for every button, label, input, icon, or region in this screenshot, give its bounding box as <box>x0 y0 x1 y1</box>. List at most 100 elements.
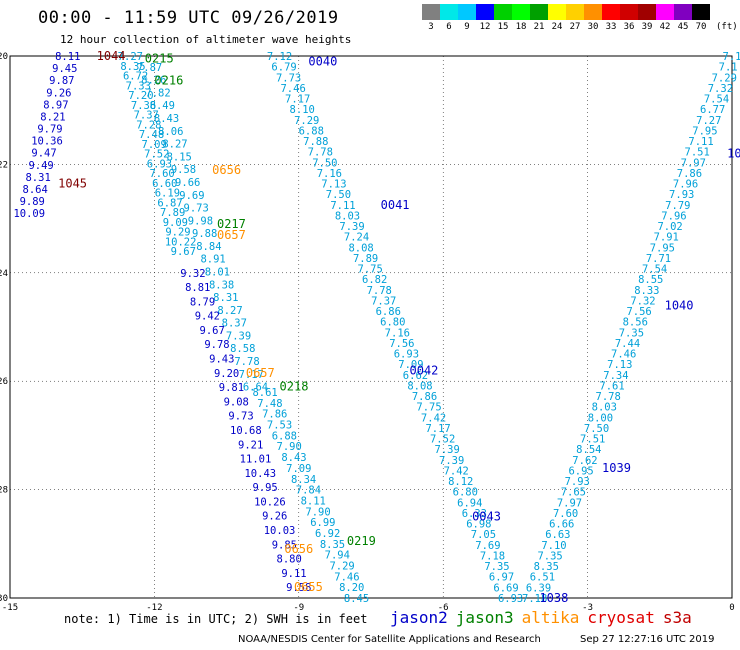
wave-height-value: 6.33 <box>462 508 487 520</box>
color-scale-label: 33 <box>605 22 617 32</box>
wave-height-value: 8.08 <box>407 380 432 392</box>
wave-height-value: 7.10 <box>541 540 566 552</box>
wave-height-value: 7.50 <box>326 189 351 201</box>
wave-height-value: 8.21 <box>40 111 65 123</box>
wave-height-value: 8.43 <box>281 452 306 464</box>
wave-height-value: 8.27 <box>217 305 242 317</box>
wave-height-value: 7.27 <box>696 115 721 127</box>
wave-height-value: 7.95 <box>692 125 717 137</box>
wave-height-value: 8.64 <box>23 184 48 196</box>
wave-height-value: 7.29 <box>712 72 737 84</box>
wave-height-value: 6.79 <box>271 62 296 74</box>
wave-height-value: 9.81 <box>219 382 244 394</box>
pass-time-label: 0043 <box>472 510 501 524</box>
wave-height-value: 7.09 <box>286 463 311 475</box>
wave-height-value: 8.97 <box>43 99 68 111</box>
wave-height-value: 7.17 <box>285 94 310 106</box>
pass-time-label: 0040 <box>308 54 337 68</box>
lon-tick-label: -12 <box>146 603 162 613</box>
wave-height-value: 7.05 <box>471 529 496 541</box>
legend-altika: altika <box>521 608 580 627</box>
color-scale-bar <box>422 4 710 20</box>
pass-time-label: 0218 <box>280 380 309 394</box>
wave-height-value: 8.81 <box>185 282 210 294</box>
wave-height-value: 7.42 <box>444 465 469 477</box>
wave-height-value: 7.17 <box>425 423 450 435</box>
wave-height-value: 7.73 <box>276 72 301 84</box>
wave-height-value: 8.00 <box>588 412 613 424</box>
wave-height-value: 9.20 <box>214 368 239 380</box>
wave-height-value: 11.01 <box>240 454 272 466</box>
wave-height-value: 7.1 <box>723 51 740 63</box>
wave-height-value: 8.06 <box>158 126 183 138</box>
wave-height-value: 6.82 <box>362 274 387 286</box>
wave-height-value: 8.15 <box>167 151 192 163</box>
pass-time-label: 0216 <box>154 73 183 87</box>
wave-height-value: 8.38 <box>209 279 234 291</box>
footer-agency: NOAA/NESDIS Center for Satellite Applica… <box>238 634 541 645</box>
wave-height-value: 8.26 <box>141 75 166 87</box>
wave-height-value: 9.45 <box>52 63 77 75</box>
color-scale-label: 39 <box>641 22 653 32</box>
wave-height-value: 9.89 <box>20 196 45 208</box>
lat-tick-label: -28 <box>0 486 8 496</box>
satellite-legend: jason2 jason3 altika cryosat s3a <box>390 608 700 627</box>
color-scale-label: 6 <box>446 22 452 32</box>
wave-height-value: 7.88 <box>303 136 328 148</box>
wave-height-value: 9.85 <box>272 539 297 551</box>
wave-height-value: 7.27 <box>118 51 143 63</box>
wave-height-value: 7.52 <box>430 434 455 446</box>
wave-height-value: 6.72 <box>123 71 148 83</box>
wave-height-value: 7.96 <box>673 179 698 191</box>
pass-time-label: 0656 <box>284 542 313 556</box>
wave-height-value: 9.47 <box>31 148 56 160</box>
wave-height-value: 7.75 <box>416 402 441 414</box>
wave-height-value: 7.18 <box>480 550 505 562</box>
wave-height-value: 7.86 <box>677 168 702 180</box>
legend-cryosat: cryosat <box>587 608 655 627</box>
lat-tick-label: -26 <box>0 377 8 387</box>
wave-height-value: 9.79 <box>37 124 62 136</box>
color-swatch <box>566 4 584 20</box>
color-swatch <box>620 4 638 20</box>
wave-height-value: 9.78 <box>204 339 229 351</box>
legend-jason2: jason2 <box>390 608 448 627</box>
wave-height-value: 7.33 <box>126 80 151 92</box>
wave-height-value: 6.99 <box>310 517 335 529</box>
wave-height-value: 7.09 <box>398 359 423 371</box>
wave-height-value: 9.95 <box>252 482 277 494</box>
wave-height-value: 8.35 <box>534 561 559 573</box>
wave-height-value: 7.91 <box>654 232 679 244</box>
wave-height-value: 7.13 <box>321 179 346 191</box>
wave-height-value: 7.1 <box>719 62 738 74</box>
wave-height-value: 7.32 <box>708 83 733 95</box>
wave-height-value: 9.66 <box>175 177 200 189</box>
wave-height-value: 9.58 <box>171 164 196 176</box>
wave-height-value: 7.35 <box>537 550 562 562</box>
wave-height-value: 7.86 <box>412 391 437 403</box>
wave-height-value: 7.35 <box>619 327 644 339</box>
wave-height-value: 7.54 <box>704 94 729 106</box>
wave-height-value: 9.69 <box>179 190 204 202</box>
pass-time-label: 10 <box>727 147 740 161</box>
pass-time-label: 1044 <box>97 49 126 63</box>
wave-height-value: 7.11 <box>688 136 713 148</box>
wave-height-value: 6.93 <box>394 349 419 361</box>
wave-height-value: 7.11 <box>330 200 355 212</box>
wave-height-value: 10.22 <box>165 236 197 248</box>
wave-height-value: 9.67 <box>200 325 225 337</box>
wave-height-value: 7.50 <box>584 423 609 435</box>
wave-height-value: 7.75 <box>358 264 383 276</box>
wave-height-value: 7.50 <box>312 157 337 169</box>
wave-height-value: 6.87 <box>157 197 182 209</box>
wave-height-value: 8.01 <box>205 266 230 278</box>
wave-height-value: 8.10 <box>290 104 315 116</box>
wave-height-value: 7.16 <box>317 168 342 180</box>
wave-height-value: 7.60 <box>553 508 578 520</box>
wave-height-value: 10.68 <box>230 425 262 437</box>
wave-height-value: 8.84 <box>196 241 221 253</box>
wave-height-value: 7.16 <box>385 327 410 339</box>
wave-height-value: 8.31 <box>25 172 50 184</box>
wave-height-value: 7.78 <box>234 356 259 368</box>
wave-height-value: 8.49 <box>150 100 175 112</box>
